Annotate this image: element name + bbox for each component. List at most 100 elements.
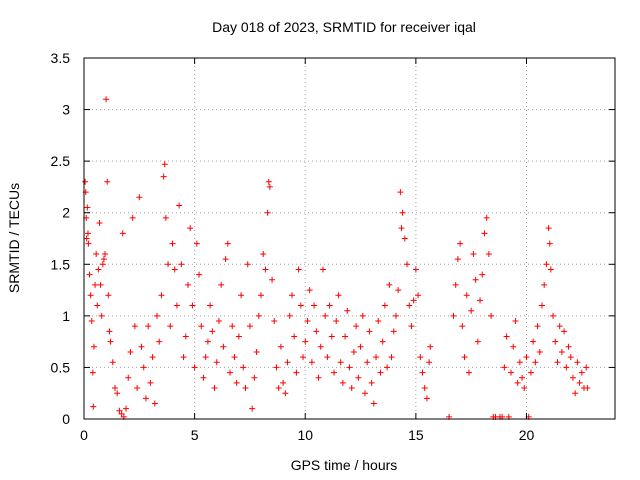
data-point — [572, 390, 579, 397]
x-tick-label: 0 — [80, 427, 88, 443]
data-point — [82, 178, 89, 185]
data-point — [193, 240, 200, 247]
data-point — [304, 318, 311, 325]
data-point — [154, 312, 161, 319]
data-point — [339, 379, 346, 386]
data-point — [454, 256, 461, 263]
data-point — [145, 323, 152, 330]
data-point — [364, 359, 371, 366]
data-point — [265, 178, 272, 185]
data-point — [140, 364, 147, 371]
y-tick-label: 2.5 — [51, 153, 71, 169]
data-point — [119, 230, 126, 237]
data-point — [410, 297, 417, 304]
data-point — [375, 318, 382, 325]
data-point — [561, 328, 568, 335]
x-tick-label: 20 — [519, 427, 535, 443]
data-point — [381, 302, 388, 309]
data-point — [563, 364, 570, 371]
data-point — [300, 354, 307, 361]
data-point — [138, 343, 145, 350]
data-point — [94, 302, 101, 309]
data-point — [584, 385, 591, 392]
data-point — [361, 390, 368, 397]
data-point — [472, 276, 479, 283]
data-point — [95, 266, 102, 273]
data-point — [176, 202, 183, 209]
data-point — [90, 403, 97, 410]
data-point — [215, 318, 222, 325]
data-point — [516, 359, 523, 366]
data-point — [419, 369, 426, 376]
data-point — [196, 271, 203, 278]
data-point — [204, 338, 211, 345]
data-point — [291, 333, 298, 340]
data-point — [392, 312, 399, 319]
data-point — [198, 323, 205, 330]
data-point — [266, 183, 273, 190]
data-point — [477, 297, 484, 304]
data-point — [342, 333, 349, 340]
data-point — [264, 209, 271, 216]
data-point — [401, 235, 408, 242]
data-point — [295, 266, 302, 273]
data-point — [485, 250, 492, 257]
data-point — [125, 374, 132, 381]
data-point — [576, 379, 583, 386]
y-axis-label: SRMTID / TECUs — [6, 183, 22, 293]
data-point — [574, 359, 581, 366]
data-point — [350, 348, 357, 355]
data-point — [297, 302, 304, 309]
data-point — [142, 395, 149, 402]
plot-frame — [83, 57, 616, 420]
data-point — [417, 354, 424, 361]
data-point — [348, 385, 355, 392]
data-point — [306, 287, 313, 294]
y-tick-label: 1 — [62, 308, 70, 324]
data-point — [452, 281, 459, 288]
data-point — [457, 240, 464, 247]
data-point — [404, 261, 411, 268]
data-point — [118, 410, 125, 417]
data-point — [99, 261, 106, 268]
data-point — [317, 343, 324, 350]
y-tick-label: 2 — [62, 205, 70, 221]
y-tick-label: 0 — [62, 411, 70, 427]
x-tick-label: 5 — [191, 427, 199, 443]
data-point — [379, 338, 386, 345]
data-point — [97, 281, 104, 288]
data-point — [538, 302, 545, 309]
data-point — [207, 302, 214, 309]
data-point — [86, 271, 93, 278]
data-point — [269, 276, 276, 283]
data-point — [567, 354, 574, 361]
data-point — [271, 318, 278, 325]
data-point — [324, 354, 331, 361]
data-point — [88, 318, 95, 325]
data-point — [116, 407, 123, 414]
data-point — [286, 312, 293, 319]
data-point — [359, 312, 366, 319]
data-point — [546, 240, 553, 247]
y-tick-label: 1.5 — [51, 256, 71, 272]
data-point — [123, 405, 130, 412]
data-point — [249, 405, 256, 412]
data-point — [583, 364, 590, 371]
data-point — [355, 374, 362, 381]
data-point — [512, 318, 519, 325]
data-point — [508, 369, 515, 376]
data-point — [262, 266, 269, 273]
data-point — [149, 354, 156, 361]
data-point — [92, 281, 99, 288]
data-point — [106, 328, 113, 335]
data-point — [565, 343, 572, 350]
data-point — [315, 374, 322, 381]
data-point — [104, 178, 111, 185]
data-point — [85, 240, 92, 247]
data-point — [578, 369, 585, 376]
data-point — [532, 359, 539, 366]
data-point — [84, 204, 91, 211]
data-point — [461, 354, 468, 361]
data-point — [160, 173, 167, 180]
data-point — [481, 230, 488, 237]
